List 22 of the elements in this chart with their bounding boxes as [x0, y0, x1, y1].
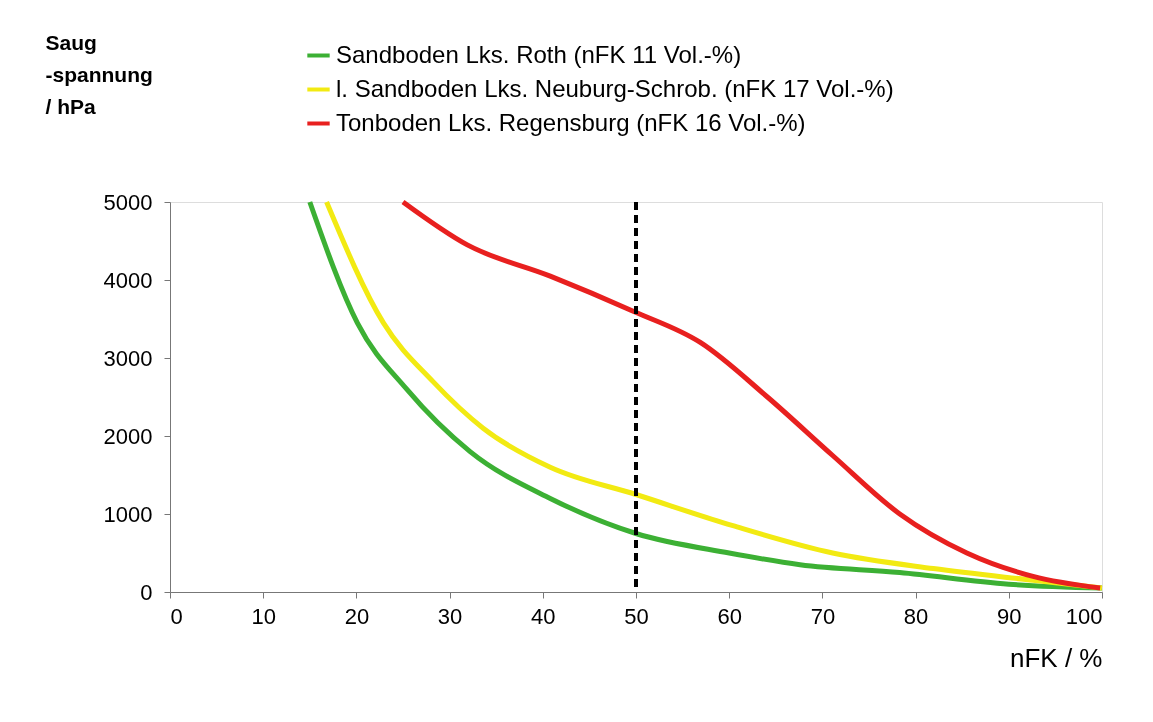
x-tick-label: 80	[903, 603, 929, 629]
x-axis-title: nFK / %	[1010, 642, 1103, 673]
y-tick-label: 1000	[103, 501, 153, 527]
x-tick-label: 10	[251, 603, 276, 629]
x-tick-label: 0	[170, 603, 183, 629]
x-tick-label: 30	[437, 603, 463, 629]
y-tick-label: 5000	[103, 189, 153, 215]
x-tick-label: 50	[624, 603, 649, 629]
legend-label: Sandboden Lks. Roth (nFK 11 Vol.-%)	[336, 40, 742, 68]
x-tick-label: 90	[997, 603, 1022, 629]
x-tick-label: 60	[717, 603, 742, 629]
y-axis-title: Saug -spannung / hPa	[45, 30, 153, 118]
y-tick-label: 2000	[103, 423, 153, 449]
x-tick-label: 70	[810, 603, 836, 629]
x-tick-label: 40	[531, 603, 556, 629]
y-tick-label: 0	[140, 579, 153, 605]
y-tick-label: 3000	[103, 345, 153, 371]
legend-label: Tonboden Lks. Regensburg (nFK 16 Vol.-%)	[336, 108, 806, 136]
x-tick-label: 100	[1065, 603, 1103, 629]
legend-label: l. Sandboden Lks. Neuburg-Schrob. (nFK 17 Vol.-%)	[336, 74, 894, 102]
x-tick-label: 20	[344, 603, 370, 629]
y-tick-label: 4000	[103, 267, 153, 293]
